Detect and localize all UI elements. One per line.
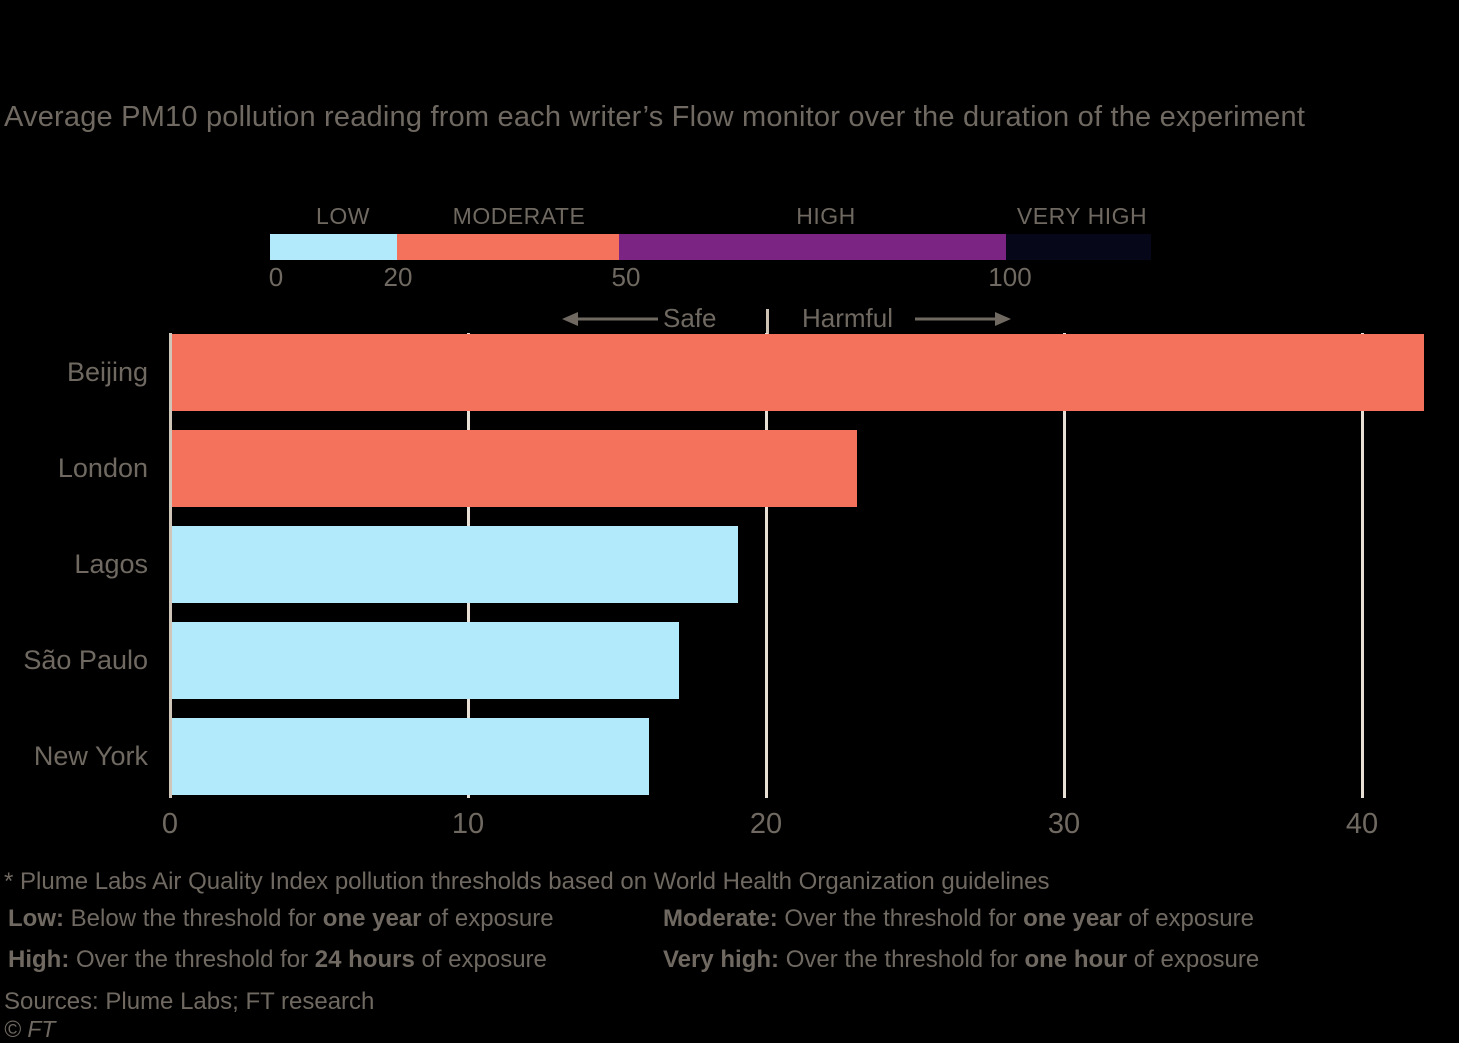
legend-tick-100: 100	[988, 262, 1032, 292]
safe-label: Safe	[663, 303, 717, 333]
bar-beijing	[171, 334, 1424, 411]
definition-very-high: Very high: Over the threshold for one ho…	[663, 946, 1260, 973]
definition-low: Low: Below the threshold for one year of…	[8, 905, 554, 932]
gridline-20	[764, 333, 768, 798]
chart-title: Average PM10 pollution reading from each…	[4, 101, 1306, 133]
copyright: © FT	[4, 1016, 56, 1042]
bar-sao-paulo	[171, 622, 679, 699]
legend-tick-50: 50	[611, 262, 641, 292]
legend-segment-high	[619, 234, 1006, 260]
legend-tick-20: 20	[383, 262, 413, 292]
legend-segment-very-high	[1006, 234, 1151, 260]
safe-harmful-divider	[766, 309, 769, 336]
definition-high: High: Over the threshold for 24 hours of…	[8, 946, 547, 973]
category-label-london: London	[57, 453, 148, 483]
gridline-40	[1360, 333, 1364, 798]
definition-term: Very high:	[663, 946, 780, 973]
category-label-beijing: Beijing	[66, 357, 148, 387]
harmful-arrow-right-icon	[915, 312, 1011, 326]
category-label-lagos: Lagos	[74, 549, 148, 579]
x-tick-label-40: 40	[1345, 808, 1379, 840]
category-label-new-york: New York	[33, 741, 148, 771]
definition-term: Low:	[8, 905, 64, 932]
footnote-asterisk: * Plume Labs Air Quality Index pollution…	[4, 868, 1050, 895]
legend-label-low: LOW	[316, 203, 370, 229]
x-tick-label-0: 0	[161, 808, 179, 840]
harmful-label: Harmful	[802, 303, 894, 333]
legend-label-very-high: VERY HIGH	[1016, 203, 1148, 229]
bar-london	[171, 430, 857, 507]
gridline-30	[1062, 333, 1066, 798]
definition-term: High:	[8, 946, 70, 973]
x-tick-label-10: 10	[451, 808, 485, 840]
x-tick-label-20: 20	[749, 808, 783, 840]
legend-label-high: HIGH	[796, 203, 856, 229]
legend-segment-moderate	[397, 234, 619, 260]
safe-arrow-left-icon	[562, 312, 658, 326]
definition-term: Moderate:	[663, 905, 778, 932]
legend-tick-0: 0	[268, 262, 284, 292]
sources: Sources: Plume Labs; FT research	[4, 988, 375, 1015]
definition-moderate: Moderate: Over the threshold for one yea…	[663, 905, 1254, 932]
bar-new-york	[171, 718, 649, 795]
legend-label-moderate: MODERATE	[452, 203, 586, 229]
bar-lagos	[171, 526, 738, 603]
x-tick-label-30: 30	[1047, 808, 1081, 840]
category-label-sao-paulo: São Paulo	[23, 645, 148, 675]
legend-segment-low	[270, 234, 397, 260]
y-axis-line	[168, 333, 172, 798]
